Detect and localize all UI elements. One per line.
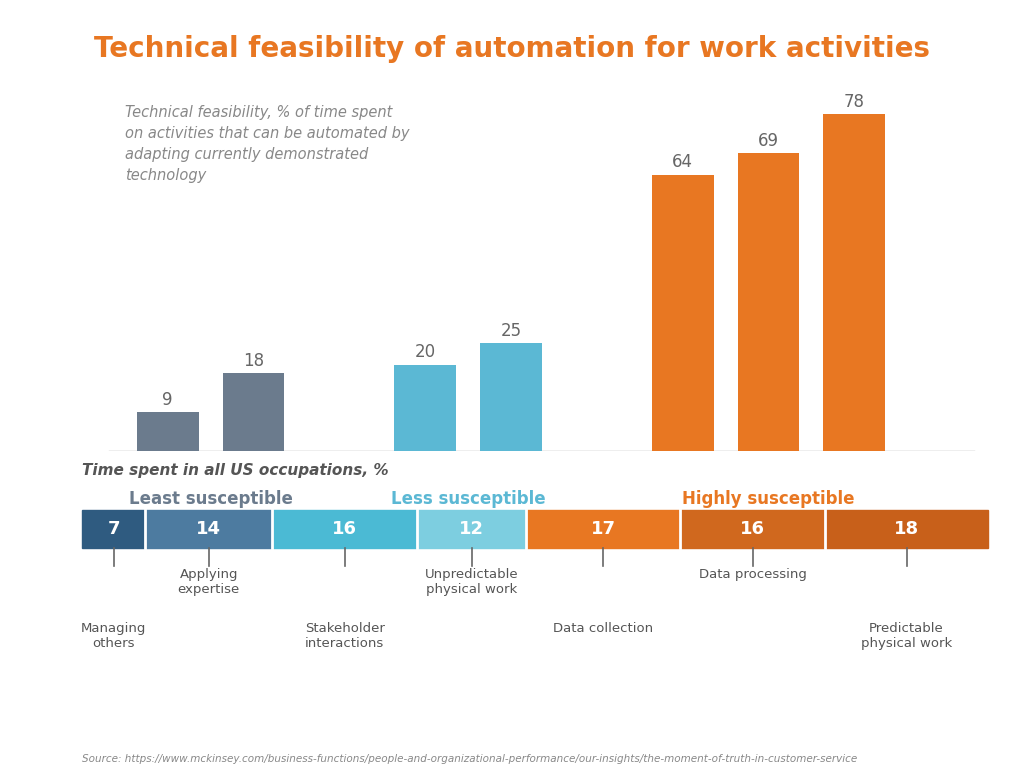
Bar — [651, 174, 714, 451]
Text: Managing
others: Managing others — [81, 622, 146, 650]
Text: 25: 25 — [501, 322, 521, 340]
Bar — [823, 114, 885, 451]
Text: 16: 16 — [332, 520, 357, 538]
Text: Predictable
physical work: Predictable physical work — [861, 622, 952, 650]
Bar — [137, 412, 199, 451]
Text: 9: 9 — [163, 391, 173, 409]
Text: 18: 18 — [894, 520, 920, 538]
Bar — [480, 343, 542, 451]
Text: Unpredictable
physical work: Unpredictable physical work — [425, 568, 518, 596]
Text: Stakeholder
interactions: Stakeholder interactions — [305, 622, 385, 650]
Text: 64: 64 — [672, 153, 693, 171]
Text: 78: 78 — [844, 93, 865, 110]
Text: 16: 16 — [740, 520, 765, 538]
Text: Highly susceptible: Highly susceptible — [682, 490, 855, 508]
Text: 20: 20 — [415, 343, 436, 361]
Text: Data processing: Data processing — [698, 568, 807, 581]
Bar — [737, 153, 800, 451]
Text: 69: 69 — [758, 131, 779, 149]
Text: Technical feasibility of automation for work activities: Technical feasibility of automation for … — [94, 35, 930, 63]
Text: Time spent in all US occupations, %: Time spent in all US occupations, % — [82, 463, 388, 478]
Text: Technical feasibility, % of time spent
on activities that can be automated by
ad: Technical feasibility, % of time spent o… — [125, 106, 410, 184]
Text: 7: 7 — [108, 520, 120, 538]
Text: 18: 18 — [243, 352, 264, 370]
Text: Data collection: Data collection — [553, 622, 653, 635]
Text: Applying
expertise: Applying expertise — [178, 568, 240, 596]
Text: 14: 14 — [197, 520, 221, 538]
Bar — [394, 365, 456, 451]
Text: 12: 12 — [459, 520, 484, 538]
Text: Less susceptible: Less susceptible — [391, 490, 546, 508]
Bar — [222, 373, 285, 451]
Text: 17: 17 — [591, 520, 615, 538]
Text: Source: https://www.mckinsey.com/business-functions/people-and-organizational-pe: Source: https://www.mckinsey.com/busines… — [82, 754, 857, 764]
Text: Least susceptible: Least susceptible — [129, 490, 293, 508]
